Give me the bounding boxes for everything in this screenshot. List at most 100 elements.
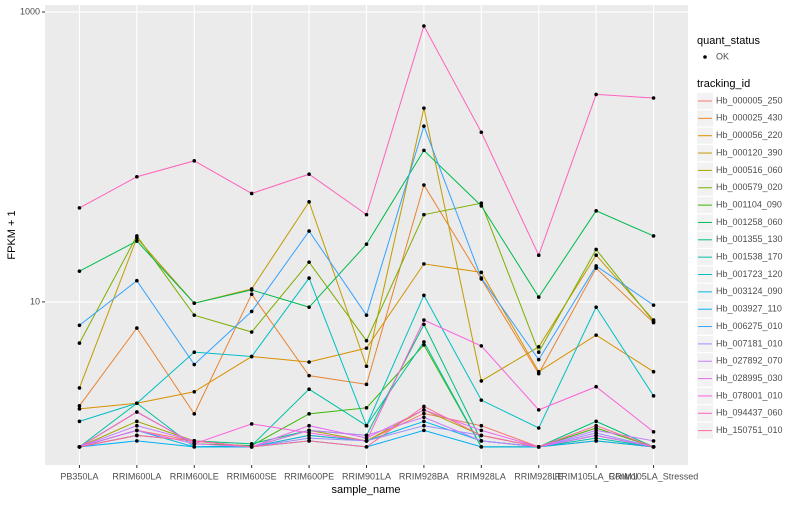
data-point	[422, 340, 426, 344]
data-point	[422, 293, 426, 298]
data-point	[364, 346, 369, 350]
data-point	[135, 174, 139, 179]
x-tick-label: RRIM600LE	[170, 471, 219, 481]
data-point	[422, 148, 426, 153]
data-point	[422, 262, 426, 266]
data-point	[307, 412, 311, 416]
legend-label: Hb_007181_010	[716, 338, 783, 348]
legend-label: Hb_028995_030	[716, 373, 783, 383]
data-point	[651, 439, 656, 443]
data-point	[536, 295, 541, 299]
data-point	[479, 398, 484, 402]
x-tick-label: RRIM600LA	[112, 471, 161, 481]
data-point	[594, 431, 598, 435]
data-point	[192, 313, 197, 317]
data-point	[307, 305, 311, 309]
data-point	[364, 436, 369, 440]
data-point	[422, 423, 426, 428]
data-point	[651, 369, 656, 374]
data-point	[307, 276, 311, 280]
data-point	[479, 270, 484, 275]
data-point	[192, 389, 197, 394]
data-point	[307, 439, 311, 443]
data-point	[479, 445, 484, 449]
data-point	[364, 338, 369, 343]
data-point	[249, 422, 254, 426]
data-point	[594, 423, 598, 428]
data-point	[536, 426, 541, 430]
data-point	[307, 373, 311, 378]
x-tick-label: RRIM600SE	[227, 471, 277, 481]
data-point	[364, 382, 369, 387]
data-point	[422, 415, 426, 420]
data-point	[135, 419, 139, 424]
data-point	[536, 345, 541, 349]
data-point	[479, 428, 484, 433]
data-point	[307, 387, 311, 391]
x-tick-label: RRIM928LE	[514, 471, 563, 481]
data-point	[77, 269, 82, 273]
data-point	[307, 172, 311, 177]
legend-title: quant_status	[697, 35, 760, 47]
data-point	[307, 423, 311, 428]
data-point	[249, 288, 254, 292]
data-point	[135, 234, 139, 238]
data-point	[651, 445, 656, 449]
data-point	[594, 419, 598, 424]
data-point	[422, 404, 426, 409]
data-point	[249, 191, 254, 196]
data-point	[135, 423, 139, 428]
x-tick-label: RRIM928BA	[399, 471, 449, 481]
data-point	[479, 344, 484, 348]
data-point	[594, 92, 598, 97]
data-point	[192, 412, 197, 416]
legend-label: Hb_001258_060	[716, 217, 783, 227]
data-point	[364, 364, 369, 369]
data-point	[77, 323, 82, 328]
legend-label: Hb_003124_090	[716, 286, 783, 296]
data-point	[422, 343, 426, 347]
data-point	[192, 442, 197, 446]
data-point	[422, 318, 426, 322]
legend-label: Hb_003927_110	[716, 304, 782, 314]
data-point	[594, 305, 598, 309]
data-point	[594, 384, 598, 389]
data-point	[364, 406, 369, 410]
data-point	[77, 341, 82, 345]
data-point	[192, 439, 197, 443]
data-point	[536, 369, 541, 374]
legend-label: Hb_000516_060	[716, 165, 783, 175]
data-point	[536, 445, 541, 449]
data-point	[594, 433, 598, 438]
data-point	[135, 433, 139, 438]
data-point	[77, 404, 82, 408]
x-tick-label: RRIM901LA	[342, 471, 391, 481]
data-point	[422, 411, 426, 416]
data-point	[594, 439, 598, 443]
data-point	[422, 212, 426, 217]
data-point	[479, 204, 484, 208]
x-tick-label: RRIM105LA_Stressed	[609, 471, 699, 481]
data-point	[77, 445, 82, 449]
x-tick-label: RRIM928LA	[457, 471, 506, 481]
data-point	[192, 362, 197, 367]
legend-label: Hb_006275_010	[716, 321, 783, 331]
data-point	[249, 354, 254, 359]
data-point	[651, 319, 656, 324]
data-point	[135, 401, 139, 406]
data-point	[249, 330, 254, 334]
x-tick-label: RRIM600PE	[284, 471, 334, 481]
data-point	[479, 433, 484, 438]
x-tick-label: RRIM105LA_Control	[555, 471, 638, 481]
data-point	[364, 433, 369, 438]
legend-label: Hb_001723_120	[716, 269, 783, 279]
data-point	[651, 234, 656, 238]
data-point	[422, 428, 426, 433]
legend-label: Hb_001355_130	[716, 234, 783, 244]
data-point	[422, 124, 426, 128]
y-tick-label: 1000	[20, 6, 40, 16]
data-point	[135, 410, 139, 414]
data-point	[594, 247, 598, 252]
legend-label: Hb_000120_390	[716, 147, 783, 157]
